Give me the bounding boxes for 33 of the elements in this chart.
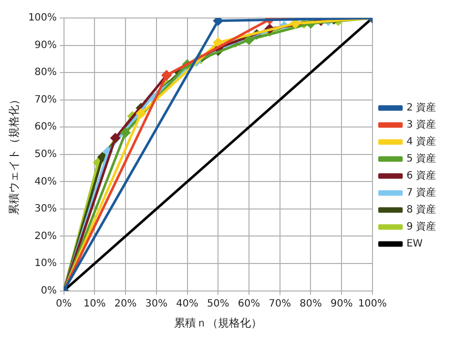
x-tick-label: 70% [268, 298, 291, 310]
legend-label: 3 資産 [406, 118, 436, 131]
y-tick-label: 10% [34, 258, 57, 270]
legend-label: 8 資産 [406, 204, 436, 216]
legend-label: 6 資産 [406, 170, 436, 182]
legend-label: 2 資産 [406, 102, 436, 114]
x-axis-title: 累積ｎ（規格化） [174, 316, 262, 330]
x-tick-label: 30% [145, 298, 168, 310]
x-tick-label: 40% [176, 298, 198, 310]
y-axis-title: 累積ウェイト（規格化） [7, 94, 20, 215]
y-tick-label: 20% [34, 230, 57, 242]
x-tick-label: 50% [207, 298, 230, 310]
legend-label: 9 資産 [406, 220, 436, 233]
y-tick-label: 80% [34, 67, 57, 78]
x-tick-label: 100% [358, 298, 387, 310]
x-tick-label: 0% [56, 298, 72, 310]
legend-label: 4 資産 [406, 136, 436, 148]
x-tick-label: 10% [84, 298, 106, 310]
x-tick-label: 80% [300, 298, 322, 310]
legend-label: EW [406, 238, 423, 250]
y-tick-label: 0% [40, 285, 57, 296]
y-tick-label: 60% [34, 122, 57, 133]
x-tick-label: 20% [114, 298, 137, 310]
y-tick-label: 50% [34, 148, 57, 160]
y-tick-label: 70% [34, 94, 57, 106]
y-tick-label: 30% [34, 204, 57, 215]
y-tick-label: 40% [34, 176, 57, 188]
x-tick-label: 90% [330, 298, 353, 310]
legend-label: 5 資産 [406, 152, 436, 165]
y-tick-label: 90% [34, 40, 57, 51]
y-tick-label: 100% [28, 12, 57, 24]
x-tick-label: 60% [238, 298, 260, 310]
legend-label: 7 資産 [406, 186, 436, 199]
